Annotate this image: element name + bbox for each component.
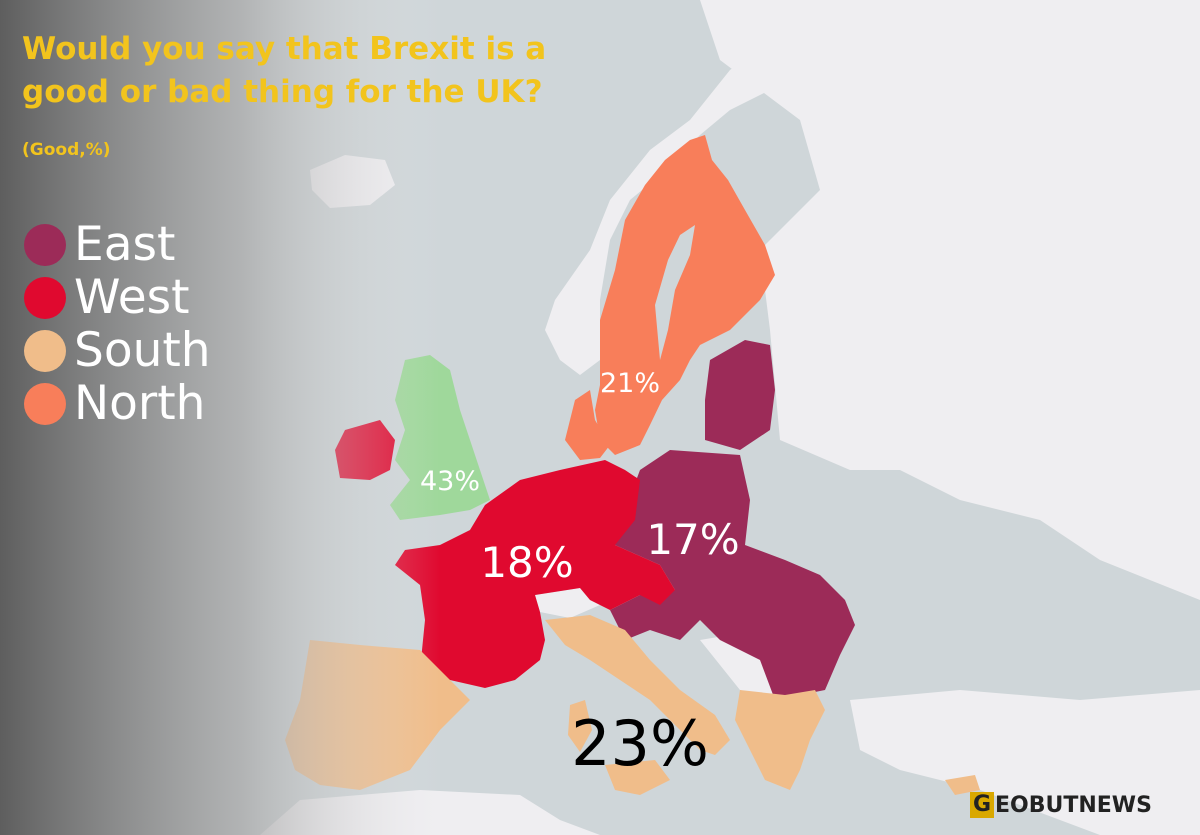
left-shade bbox=[0, 0, 440, 835]
legend-label-south: South bbox=[74, 323, 211, 378]
legend-label-north: North bbox=[74, 376, 206, 431]
legend-label-west: West bbox=[74, 270, 190, 325]
region-east-baltics bbox=[705, 340, 775, 450]
legend-item-west: West bbox=[24, 271, 211, 324]
map-subtitle: (Good,%) bbox=[22, 140, 111, 160]
region-north-denmark bbox=[565, 390, 610, 460]
region-south-italy bbox=[545, 615, 730, 755]
legend-label-east: East bbox=[74, 217, 176, 272]
legend-swatch-south bbox=[24, 329, 66, 372]
land-blacksea-coast bbox=[860, 560, 1050, 650]
logo-g-mark: G bbox=[970, 792, 994, 818]
geobutnews-logo: G EOBUTNEWS bbox=[970, 792, 1152, 818]
region-south-sardinia bbox=[568, 700, 592, 752]
gulf-of-bothnia bbox=[655, 225, 695, 360]
land-russia bbox=[700, 0, 1200, 600]
region-east-central bbox=[610, 450, 855, 700]
legend-swatch-north bbox=[24, 382, 66, 425]
region-south-sicily bbox=[605, 760, 670, 795]
value-south: 23% bbox=[571, 707, 709, 780]
logo-text: EOBUTNEWS bbox=[995, 792, 1152, 818]
legend-item-east: East bbox=[24, 218, 211, 271]
region-south-cyprus bbox=[945, 775, 980, 795]
legend-item-north: North bbox=[24, 377, 211, 430]
map-title: Would you say that Brexit is a good or b… bbox=[22, 31, 547, 110]
region-south-greece bbox=[735, 690, 825, 790]
value-uk: 43% bbox=[420, 466, 480, 497]
value-east: 17% bbox=[646, 515, 739, 564]
land-turkey bbox=[850, 690, 1200, 835]
value-west: 18% bbox=[480, 538, 573, 587]
region-north-sweden-finland bbox=[595, 135, 775, 455]
value-north: 21% bbox=[600, 368, 660, 399]
legend-swatch-east bbox=[24, 223, 66, 266]
land-switzerland bbox=[535, 588, 600, 618]
legend: East West South North bbox=[24, 218, 211, 430]
region-west-continent bbox=[395, 460, 675, 688]
legend-swatch-west bbox=[24, 276, 66, 319]
land-norway bbox=[545, 40, 800, 375]
legend-item-south: South bbox=[24, 324, 211, 377]
